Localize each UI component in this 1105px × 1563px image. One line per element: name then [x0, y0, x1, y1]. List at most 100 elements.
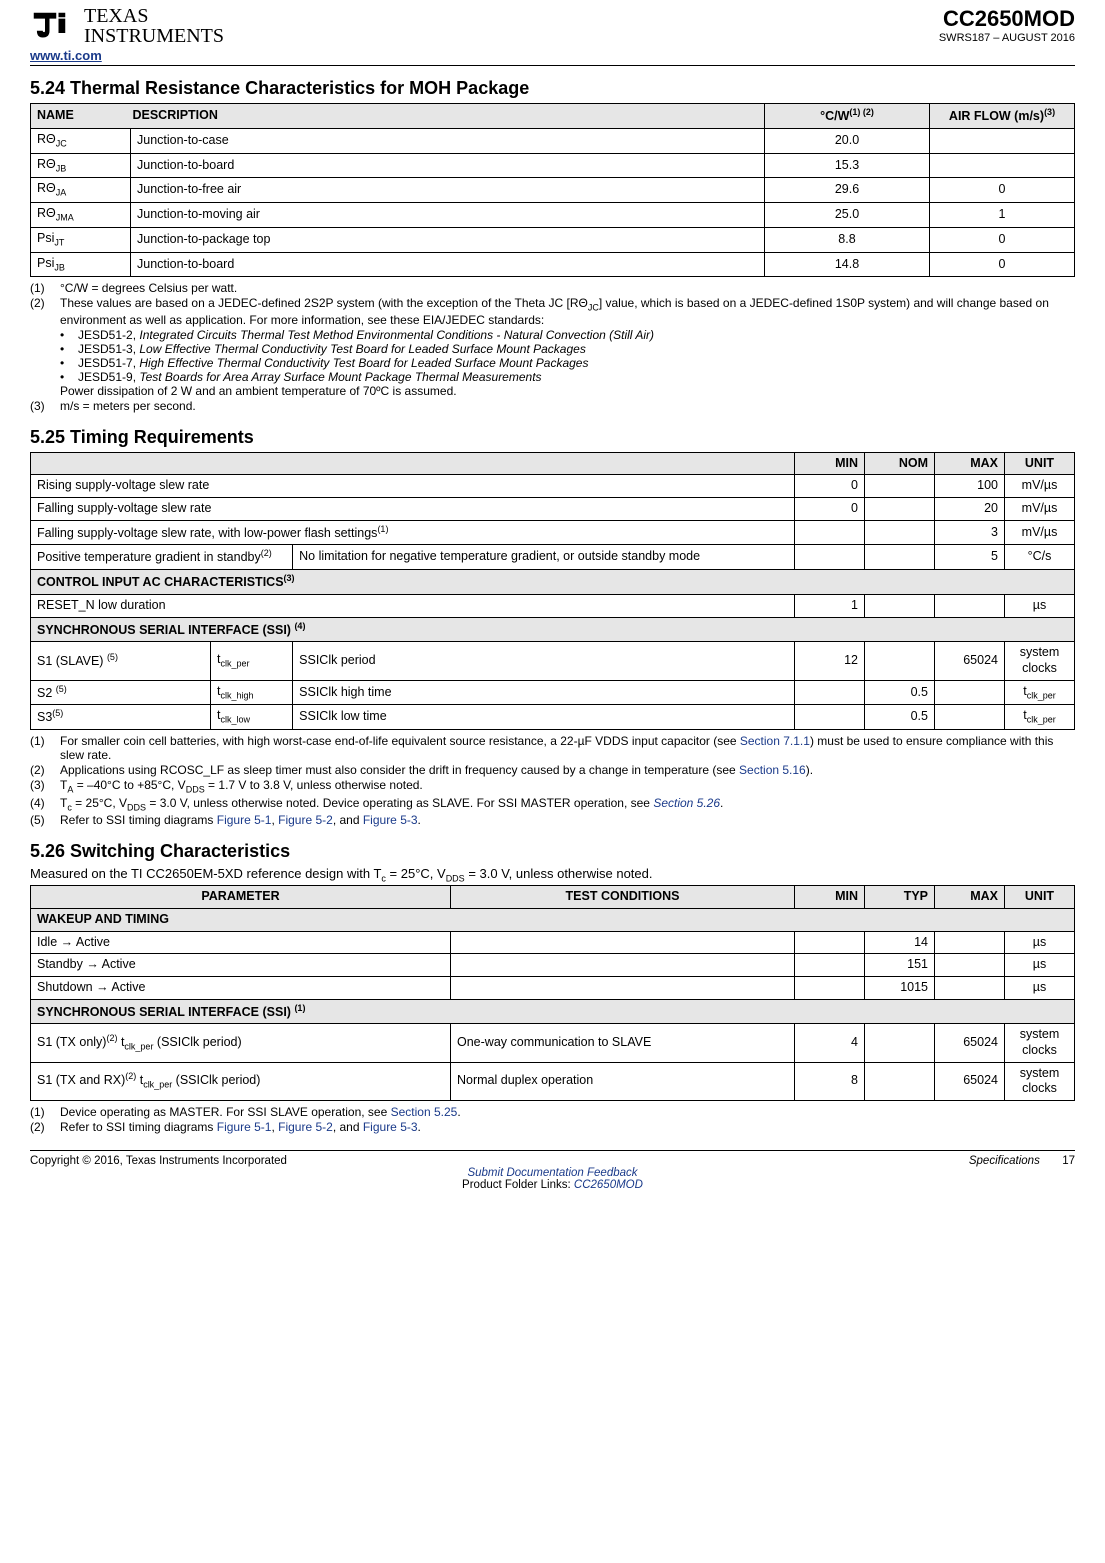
- link[interactable]: Section 5.25: [391, 1105, 458, 1119]
- link[interactable]: Figure 5-3: [363, 813, 418, 827]
- sub: DDS: [127, 802, 146, 812]
- sup: (4): [294, 621, 305, 631]
- page-container: TEXAS INSTRUMENTS www.ti.com CC2650MOD S…: [0, 0, 1105, 1201]
- table-row: RΘJAJunction-to-free air29.60: [31, 178, 1075, 203]
- test-cell: [451, 976, 795, 999]
- table-row: Standby → Active151µs: [31, 954, 1075, 977]
- copyright: Copyright © 2016, Texas Instruments Inco…: [30, 1155, 287, 1167]
- unit-cell: system clocks: [1005, 642, 1075, 680]
- t: For smaller coin cell batteries, with hi…: [60, 734, 740, 748]
- submit-feedback-link[interactable]: Submit Documentation Feedback: [467, 1167, 637, 1179]
- unit-cell: tclk_per: [1005, 680, 1075, 705]
- max-cell: [935, 954, 1005, 977]
- link[interactable]: Figure 5-3: [363, 1120, 418, 1134]
- th-name: NAME: [37, 108, 129, 124]
- th-desc: DESCRIPTION: [132, 108, 217, 122]
- cw-cell: 8.8: [765, 227, 930, 252]
- sup: (2): [125, 1071, 136, 1081]
- typ-cell: [865, 1024, 935, 1062]
- sup: (3): [284, 573, 295, 583]
- table-row: Rising supply-voltage slew rate0100mV/µs: [31, 475, 1075, 498]
- name-cell: PsiJB: [31, 252, 131, 277]
- fn526-2: Refer to SSI timing diagrams Figure 5-1,…: [60, 1120, 1075, 1134]
- ti-logo-text: TEXAS INSTRUMENTS: [84, 6, 224, 46]
- sub: clk_high: [220, 690, 253, 700]
- th-cw-sup: (1) (2): [849, 107, 874, 117]
- fn525-4: Tc = 25°C, VDDS = 3.0 V, unless otherwis…: [60, 796, 1075, 812]
- max-cell: [935, 594, 1005, 617]
- min-cell: [795, 931, 865, 954]
- link[interactable]: Figure 5-2: [278, 813, 333, 827]
- th-cw: °C/W(1) (2): [765, 104, 930, 129]
- air-cell: 0: [930, 178, 1075, 203]
- t: Refer to SSI timing diagrams: [60, 1120, 217, 1134]
- nom-cell: [865, 642, 935, 680]
- t: .: [418, 1120, 421, 1134]
- table-row: Idle → Active14µs: [31, 931, 1075, 954]
- ti-logo-icon: [30, 6, 78, 42]
- air-cell: 0: [930, 252, 1075, 277]
- typ-cell: 151: [865, 954, 935, 977]
- footnote-bullet: •JESD51-7, High Effective Thermal Conduc…: [60, 356, 1075, 370]
- table-row: Falling supply-voltage slew rate020mV/µs: [31, 497, 1075, 520]
- param-cell: S1 (TX only)(2) tclk_per (SSIClk period): [31, 1024, 451, 1062]
- max-cell: [935, 931, 1005, 954]
- table-header-row: PARAMETER TEST CONDITIONS MIN TYP MAX UN…: [31, 886, 1075, 909]
- company-url[interactable]: www.ti.com: [30, 48, 224, 63]
- th-airflow: AIR FLOW (m/s)(3): [930, 104, 1075, 129]
- sub: clk_per: [220, 659, 249, 669]
- link[interactable]: Figure 5-1: [217, 813, 272, 827]
- max-cell: 65024: [935, 1062, 1005, 1100]
- th-unit: UNIT: [1005, 886, 1075, 909]
- th-param: PARAMETER: [31, 886, 451, 909]
- text: S3: [37, 710, 52, 724]
- param-cell: S1 (TX and RX)(2) tclk_per (SSIClk perio…: [31, 1062, 451, 1100]
- section-525-title: 5.25 Timing Requirements: [30, 427, 1075, 448]
- t: = 3.0 V, unless otherwise noted. Device …: [146, 796, 653, 810]
- text: SYNCHRONOUS SERIAL INTERFACE (SSI): [37, 1005, 294, 1019]
- table-row: S1 (SLAVE) (5) tclk_per SSIClk period 12…: [31, 642, 1075, 680]
- c2: tclk_per: [211, 642, 293, 680]
- t: , and: [333, 813, 363, 827]
- min-cell: [795, 545, 865, 570]
- sup: (5): [56, 684, 67, 694]
- link[interactable]: Section 5.26: [653, 796, 720, 810]
- min-cell: [795, 954, 865, 977]
- cw-cell: 20.0: [765, 128, 930, 153]
- table-row: PsiJTJunction-to-package top8.80: [31, 227, 1075, 252]
- c2: tclk_low: [211, 705, 293, 730]
- link[interactable]: Section 5.16: [739, 763, 806, 777]
- c2: tclk_high: [211, 680, 293, 705]
- footnote-bullet: •JESD51-3, Low Effective Thermal Conduct…: [60, 342, 1075, 356]
- section-row: CONTROL INPUT AC CHARACTERISTICS(3): [31, 570, 1075, 595]
- unit-cell: µs: [1005, 594, 1075, 617]
- table-row: Shutdown → Active1015µs: [31, 976, 1075, 999]
- footnotes-526: (1)Device operating as MASTER. For SSI S…: [30, 1105, 1075, 1134]
- table-row: RΘJBJunction-to-board15.3: [31, 153, 1075, 178]
- section-526-measured: Measured on the TI CC2650EM-5XD referenc…: [30, 866, 1075, 884]
- c1: S2 (5): [31, 680, 211, 705]
- fn525-2: Applications using RCOSC_LF as sleep tim…: [60, 763, 1075, 777]
- link[interactable]: Figure 5-1: [217, 1120, 272, 1134]
- max-cell: 65024: [935, 642, 1005, 680]
- max-cell: 3: [935, 520, 1005, 545]
- cw-cell: 14.8: [765, 252, 930, 277]
- unit-cell: mV/µs: [1005, 520, 1075, 545]
- ti-logo-block: TEXAS INSTRUMENTS: [30, 6, 224, 46]
- name-cell: RΘJB: [31, 153, 131, 178]
- min-cell: [795, 705, 865, 730]
- sub: clk_per: [143, 1080, 172, 1090]
- link[interactable]: Figure 5-2: [278, 1120, 333, 1134]
- c3: SSIClk period: [293, 642, 795, 680]
- typ-cell: 1015: [865, 976, 935, 999]
- min-cell: 8: [795, 1062, 865, 1100]
- link[interactable]: Section 7.1.1: [740, 734, 810, 748]
- page-footer: Copyright © 2016, Texas Instruments Inco…: [30, 1150, 1075, 1191]
- test-cell: One-way communication to SLAVE: [451, 1024, 795, 1062]
- nom-cell: 0.5: [865, 680, 935, 705]
- fn524-2c: Power dissipation of 2 W and an ambient …: [60, 384, 1075, 398]
- folder-link[interactable]: CC2650MOD: [574, 1179, 643, 1191]
- unit-cell: µs: [1005, 976, 1075, 999]
- nom-cell: [865, 545, 935, 570]
- section-row: SYNCHRONOUS SERIAL INTERFACE (SSI) (4): [31, 617, 1075, 642]
